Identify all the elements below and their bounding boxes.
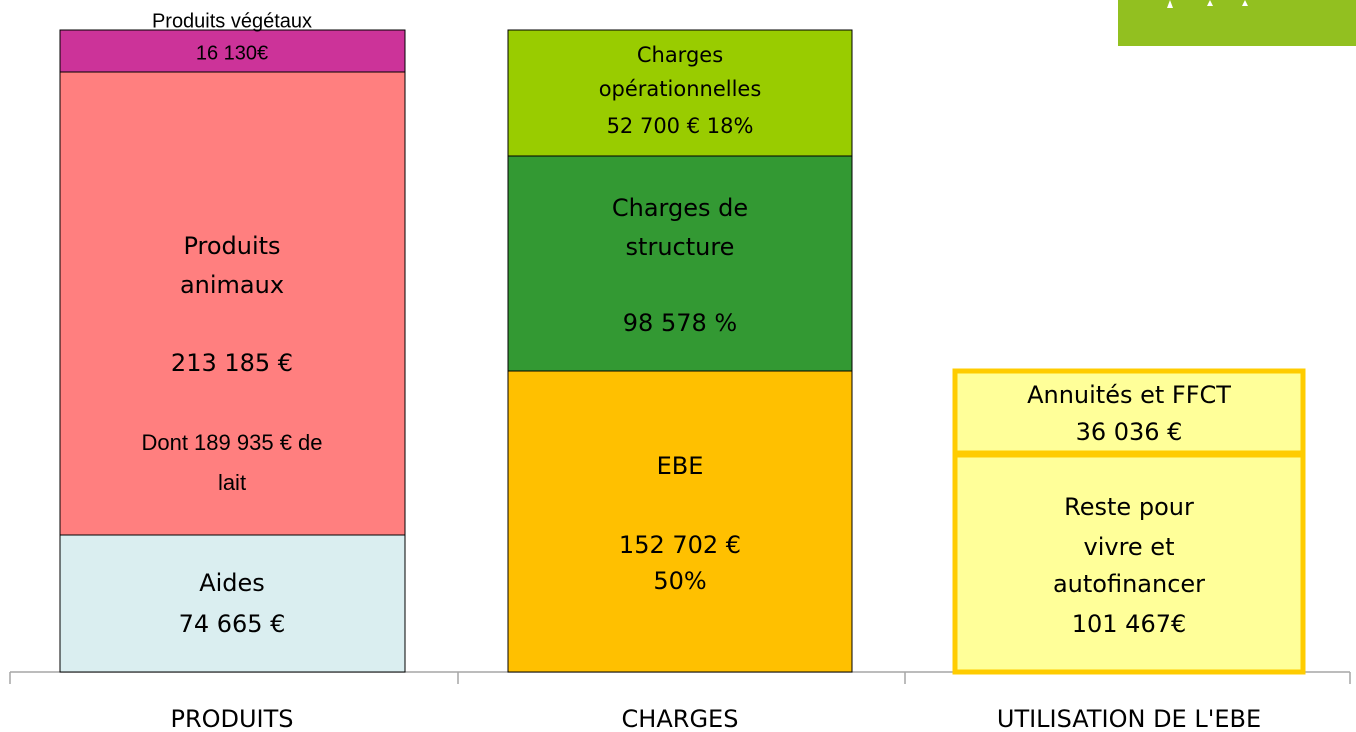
segment-label: EBE	[657, 452, 704, 480]
segment-label: opérationnelles	[599, 77, 762, 101]
segment-label: Annuités et FFCT	[1027, 381, 1231, 409]
segment-label: Charges de	[612, 194, 748, 222]
category-label: CHARGES	[622, 705, 739, 732]
segment-label: Produits	[183, 232, 280, 260]
segment	[952, 368, 1306, 456]
segment-label: animaux	[180, 271, 284, 299]
segment	[59, 29, 406, 73]
segment	[952, 452, 1306, 675]
segment	[59, 71, 406, 536]
segment-label: 50%	[653, 567, 706, 595]
segment-label: 52 700 € 18%	[607, 114, 754, 138]
segment-label: autofinancer	[1053, 570, 1205, 598]
logo	[1118, 0, 1356, 46]
segment-label: Reste pour	[1064, 493, 1194, 521]
segment-label: Dont 189 935 € de	[141, 430, 322, 455]
segment-label: 101 467€	[1072, 610, 1187, 638]
segment	[507, 370, 853, 673]
segment-label: 16 130€	[196, 42, 268, 64]
segment-label: 152 702 €	[619, 531, 741, 559]
segment-label: Produits végétaux	[152, 10, 312, 32]
segment-label: lait	[218, 470, 246, 495]
segment	[507, 29, 853, 157]
segment-label: 213 185 €	[171, 349, 293, 377]
category-label: PRODUITS	[170, 705, 293, 732]
segment-label: 74 665 €	[179, 610, 286, 638]
segment-label: 98 578 %	[623, 309, 737, 337]
segment-label: Charges	[637, 43, 723, 67]
segment	[507, 155, 853, 372]
category-label: UTILISATION DE L'EBE	[997, 705, 1261, 732]
segment-label: 36 036 €	[1076, 418, 1183, 446]
segment	[59, 534, 406, 673]
segment-label: structure	[626, 233, 735, 261]
segment-label: Aides	[199, 569, 265, 597]
segment-label: vivre et	[1084, 533, 1175, 561]
